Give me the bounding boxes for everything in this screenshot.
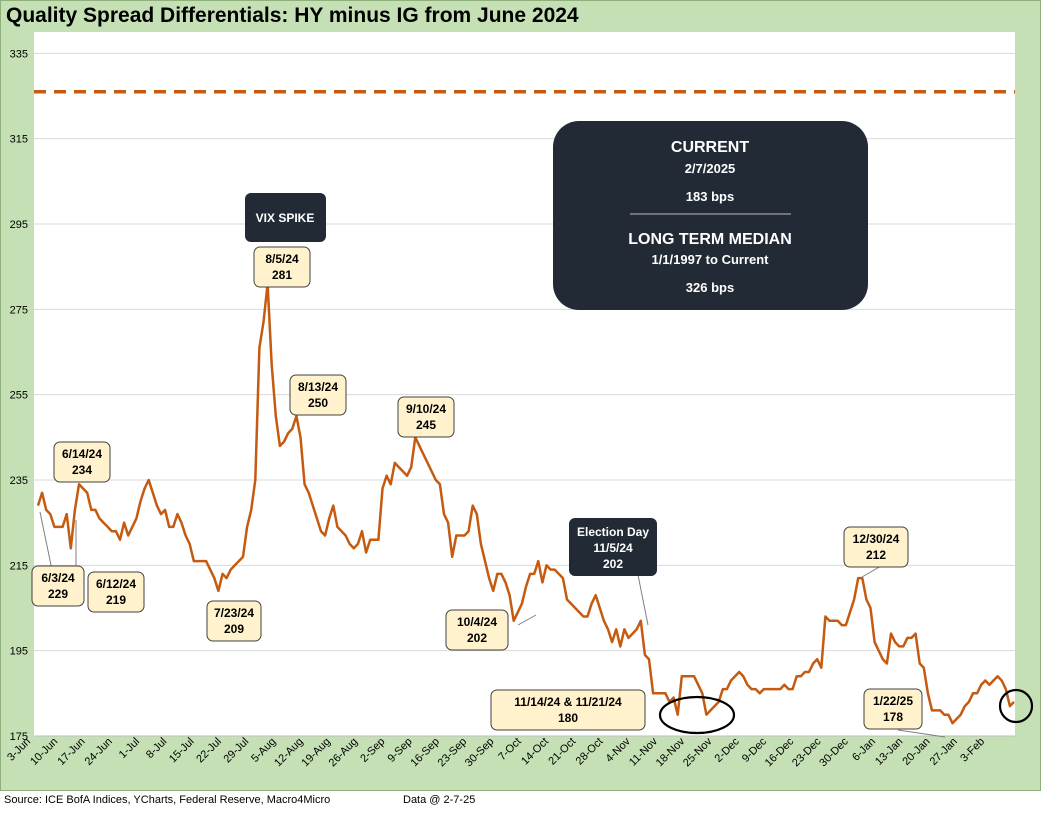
- leader-line: [897, 729, 946, 738]
- x-tick-label: 16-Dec: [763, 735, 797, 769]
- x-tick-label: 2-Sep: [358, 736, 387, 765]
- x-tick-label: 22-Jul: [194, 736, 224, 766]
- x-tick-label: 23-Dec: [790, 735, 824, 769]
- annotation-value: 281: [272, 268, 292, 282]
- x-tick-label: 20-Jan: [900, 736, 932, 768]
- y-tick-label: 175: [10, 731, 28, 743]
- annotation-value: 212: [866, 548, 886, 562]
- annotation-date: 7/23/24: [214, 606, 254, 620]
- annotation-date: 12/30/24: [853, 532, 900, 546]
- x-tick-label: 17-Jun: [55, 736, 87, 768]
- x-tick-label: 28-Oct: [574, 736, 606, 768]
- annotation-box: [53, 441, 111, 483]
- annotation-box: [490, 689, 646, 731]
- current-heading: CURRENT: [671, 139, 749, 156]
- x-tick-label: 21-Oct: [546, 736, 578, 768]
- election-date: 11/5/24: [593, 541, 633, 555]
- y-tick-label: 215: [10, 560, 28, 572]
- y-tick-label: 235: [10, 475, 28, 487]
- plot-area: [34, 32, 1015, 736]
- x-tick-label: 30-Dec: [817, 735, 851, 769]
- current-date: 2/7/2025: [685, 161, 736, 176]
- y-tick-label: 315: [10, 134, 28, 146]
- annotation-date: 10/4/24: [457, 615, 497, 629]
- y-tick-label: 195: [10, 646, 28, 658]
- x-tick-label: 3-Feb: [958, 736, 987, 765]
- x-tick-label: 29-Jul: [222, 736, 252, 766]
- annotation-value: 245: [416, 418, 436, 432]
- annotation-box: [289, 374, 347, 416]
- x-tick-label: 27-Jan: [928, 736, 960, 768]
- annotation-value: 234: [72, 463, 92, 477]
- election-value: 202: [603, 557, 623, 571]
- x-tick-label: 14-Oct: [519, 736, 551, 768]
- annotation-date: 8/13/24: [298, 380, 338, 394]
- annotation-box: [31, 565, 85, 607]
- annotation-date: 9/10/24: [406, 402, 446, 416]
- annotation-date: 6/3/24: [41, 571, 75, 585]
- annotation-value: 180: [558, 711, 578, 725]
- annotation-box: [87, 571, 145, 613]
- annotation-box: [863, 688, 923, 730]
- annotation-box: [843, 526, 909, 568]
- y-tick-label: 255: [10, 390, 28, 402]
- election-label: Election Day: [577, 525, 649, 539]
- x-tick-label: 13-Jan: [873, 736, 905, 768]
- x-tick-label: 15-Jul: [167, 736, 197, 766]
- current-value: 183 bps: [686, 189, 734, 204]
- annotation-box: [253, 246, 311, 288]
- x-tick-label: 10-Jun: [28, 736, 60, 768]
- x-tick-label: 26-Aug: [327, 736, 361, 770]
- vix-label: VIX SPIKE: [256, 211, 315, 225]
- x-tick-label: 18-Nov: [654, 735, 688, 769]
- x-tick-label: 30-Sep: [463, 736, 497, 770]
- x-tick-label: 25-Nov: [681, 735, 715, 769]
- y-tick-label: 335: [10, 48, 28, 60]
- x-tick-label: 16-Sep: [408, 736, 442, 770]
- median-value: 326 bps: [686, 280, 734, 295]
- current-circle: [998, 688, 1034, 724]
- annotation-date: 6/12/24: [96, 577, 136, 591]
- annotation-value: 202: [467, 631, 487, 645]
- x-tick-label: 8-Jul: [144, 736, 169, 761]
- y-tick-label: 295: [10, 219, 28, 231]
- annotation-box: [445, 609, 509, 651]
- x-tick-label: 23-Sep: [436, 736, 470, 770]
- data-date: Data @ 2-7-25: [403, 794, 476, 806]
- annotation-date: 6/14/24: [62, 447, 102, 461]
- annotation-value: 178: [883, 710, 903, 724]
- annotation-date: 11/14/24 & 11/21/24: [514, 695, 622, 709]
- x-tick-label: 12-Aug: [272, 736, 306, 770]
- election-box: [569, 518, 657, 576]
- annotation-date: 1/22/25: [873, 694, 913, 708]
- annotation-date: 8/5/24: [265, 252, 299, 266]
- leader-line: [517, 614, 537, 626]
- annotation-value: 209: [224, 622, 244, 636]
- median-heading: LONG TERM MEDIAN: [628, 231, 792, 248]
- y-tick-label: 275: [10, 304, 28, 316]
- annotation-box: [397, 396, 455, 438]
- x-tick-label: 1-Jul: [117, 736, 142, 761]
- summary-box: [553, 121, 868, 310]
- annotation-value: 229: [48, 587, 68, 601]
- annotation-value: 219: [106, 593, 126, 607]
- vix-box: [245, 193, 326, 242]
- x-tick-label: 2-Dec: [713, 735, 743, 765]
- x-tick-label: 24-Jun: [83, 736, 115, 768]
- annotation-value: 250: [308, 396, 328, 410]
- lows-ellipse: [658, 695, 736, 735]
- x-tick-label: 19-Aug: [299, 736, 333, 770]
- median-range: 1/1/1997 to Current: [651, 252, 769, 267]
- series-line: [36, 282, 1015, 725]
- page-title: Quality Spread Differentials: HY minus I…: [6, 4, 579, 27]
- leader-line: [39, 511, 53, 571]
- annotation-box: [206, 600, 262, 642]
- source-note: Source: ICE BofA Indices, YCharts, Feder…: [4, 794, 331, 806]
